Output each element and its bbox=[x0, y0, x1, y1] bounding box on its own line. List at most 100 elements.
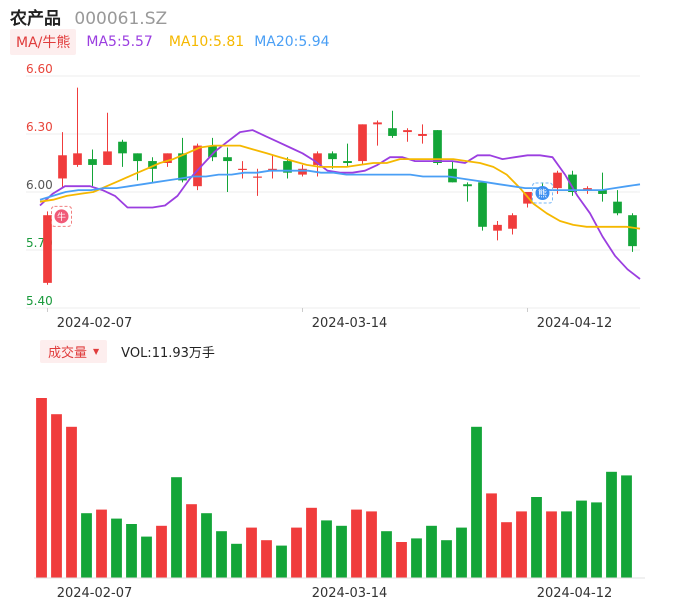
volume-bar bbox=[576, 500, 587, 578]
candle-body bbox=[418, 134, 427, 136]
bear-marker-icon bbox=[535, 186, 550, 200]
ma10-line bbox=[39, 144, 641, 230]
volume-x-axis: 2024-02-07 2024-03-14 2024-04-12 bbox=[57, 586, 613, 601]
volume-bar bbox=[81, 513, 92, 578]
volume-bar bbox=[366, 511, 377, 578]
volume-bar bbox=[156, 525, 167, 578]
volume-bar bbox=[261, 540, 272, 578]
ma5-legend-label: MA5:5.57 bbox=[86, 34, 153, 50]
candle-body bbox=[118, 141, 127, 154]
volume-bar bbox=[216, 531, 227, 578]
volume-bar bbox=[126, 524, 137, 578]
volume-bar bbox=[231, 543, 242, 578]
volume-bar bbox=[291, 527, 302, 578]
candle-body bbox=[328, 153, 337, 160]
volume-bar bbox=[486, 493, 497, 578]
volume-bar bbox=[306, 507, 317, 578]
candle-body bbox=[178, 153, 187, 181]
volume-bar bbox=[321, 520, 332, 578]
volume-bar bbox=[96, 509, 107, 578]
bear-marker-label: 熊 bbox=[538, 188, 547, 200]
y-tick-label: 5.40 bbox=[26, 294, 53, 308]
volume-legend: 成交量 ▼ VOL:11.93万手 bbox=[40, 339, 215, 363]
stock-title: 农产品 000061.SZ bbox=[10, 4, 167, 29]
volume-indicator-dropdown[interactable]: 成交量 ▼ bbox=[40, 339, 108, 363]
price-x-axis: 2024-02-07 2024-03-14 2024-04-12 bbox=[47, 308, 613, 331]
volume-bar bbox=[456, 527, 467, 578]
candle-body bbox=[388, 128, 397, 136]
volume-bar bbox=[426, 525, 437, 578]
ma-legend: MA/牛熊 MA5:5.57 MA10:5.81 MA20:5.94 bbox=[10, 29, 330, 55]
price-y-axis: 6.606.306.005.705.40 bbox=[26, 62, 53, 308]
volume-bar bbox=[591, 502, 602, 578]
candle-body bbox=[268, 168, 277, 171]
volume-bar bbox=[516, 511, 527, 578]
x-tick-label: 2024-02-07 bbox=[57, 316, 133, 331]
candle-body bbox=[343, 161, 352, 163]
moving-average-lines bbox=[39, 129, 641, 280]
volume-indicator-label: 成交量 bbox=[48, 345, 88, 361]
candle-body bbox=[358, 124, 367, 162]
ma20-line bbox=[39, 169, 641, 201]
volume-bar bbox=[36, 398, 47, 578]
volume-bar bbox=[561, 511, 572, 578]
ma5-line bbox=[39, 129, 641, 280]
ma-bullbear-toggle[interactable]: MA/牛熊 bbox=[10, 29, 77, 55]
candle-body bbox=[193, 145, 202, 187]
bull-marker-label: 牛 bbox=[57, 211, 66, 223]
volume-x-tick-label: 2024-04-12 bbox=[537, 586, 613, 601]
candle-body bbox=[298, 168, 307, 175]
candle-body bbox=[598, 190, 607, 194]
candle-body bbox=[433, 130, 442, 163]
volume-bar bbox=[501, 522, 512, 578]
volume-bar bbox=[531, 497, 542, 578]
volume-bar bbox=[171, 477, 182, 578]
candle-body bbox=[493, 224, 502, 231]
volume-bar bbox=[411, 538, 422, 578]
candle-body bbox=[613, 201, 622, 214]
volume-bar bbox=[66, 426, 77, 578]
volume-bar bbox=[201, 513, 212, 578]
candle-body bbox=[103, 151, 112, 165]
candle-body bbox=[208, 145, 217, 158]
candle-body bbox=[148, 161, 157, 169]
x-tick-label: 2024-04-12 bbox=[537, 316, 613, 331]
bull-marker-icon bbox=[54, 209, 69, 224]
candle-body bbox=[583, 188, 592, 191]
candle-body bbox=[448, 168, 457, 183]
volume-bars bbox=[34, 398, 645, 579]
candle-body bbox=[568, 174, 577, 192]
y-tick-label: 6.30 bbox=[26, 120, 53, 134]
candle-body bbox=[283, 161, 292, 173]
volume-bar bbox=[351, 509, 362, 578]
candle-body bbox=[73, 153, 82, 165]
candle-body bbox=[223, 157, 232, 162]
candle-body bbox=[463, 184, 472, 187]
volume-bar bbox=[606, 471, 617, 578]
candle-body bbox=[238, 168, 247, 170]
volume-bar bbox=[441, 540, 452, 578]
volume-bar bbox=[141, 536, 152, 578]
candle-body bbox=[88, 159, 97, 165]
bull-marker-frame bbox=[51, 205, 72, 227]
candle-body bbox=[313, 153, 322, 165]
volume-bar bbox=[381, 531, 392, 578]
candle-body bbox=[133, 153, 142, 162]
candle-body bbox=[478, 182, 487, 227]
candle-body bbox=[58, 155, 67, 179]
x-tick-label: 2024-03-14 bbox=[312, 316, 388, 331]
volume-bar bbox=[186, 504, 197, 578]
bear-marker-frame bbox=[532, 182, 553, 204]
stock-code: 000061.SZ bbox=[74, 9, 168, 29]
bull-bear-markers: 牛熊 bbox=[51, 182, 553, 227]
volume-bar bbox=[246, 527, 257, 578]
volume-bar bbox=[51, 414, 62, 578]
ma20-legend-label: MA20:5.94 bbox=[254, 34, 330, 50]
candle-body bbox=[43, 215, 52, 283]
ma10-legend-label: MA10:5.81 bbox=[168, 34, 245, 50]
volume-bar bbox=[111, 518, 122, 578]
stock-name: 农产品 bbox=[10, 9, 61, 29]
candle-body bbox=[373, 122, 382, 125]
candle-body bbox=[253, 176, 262, 178]
